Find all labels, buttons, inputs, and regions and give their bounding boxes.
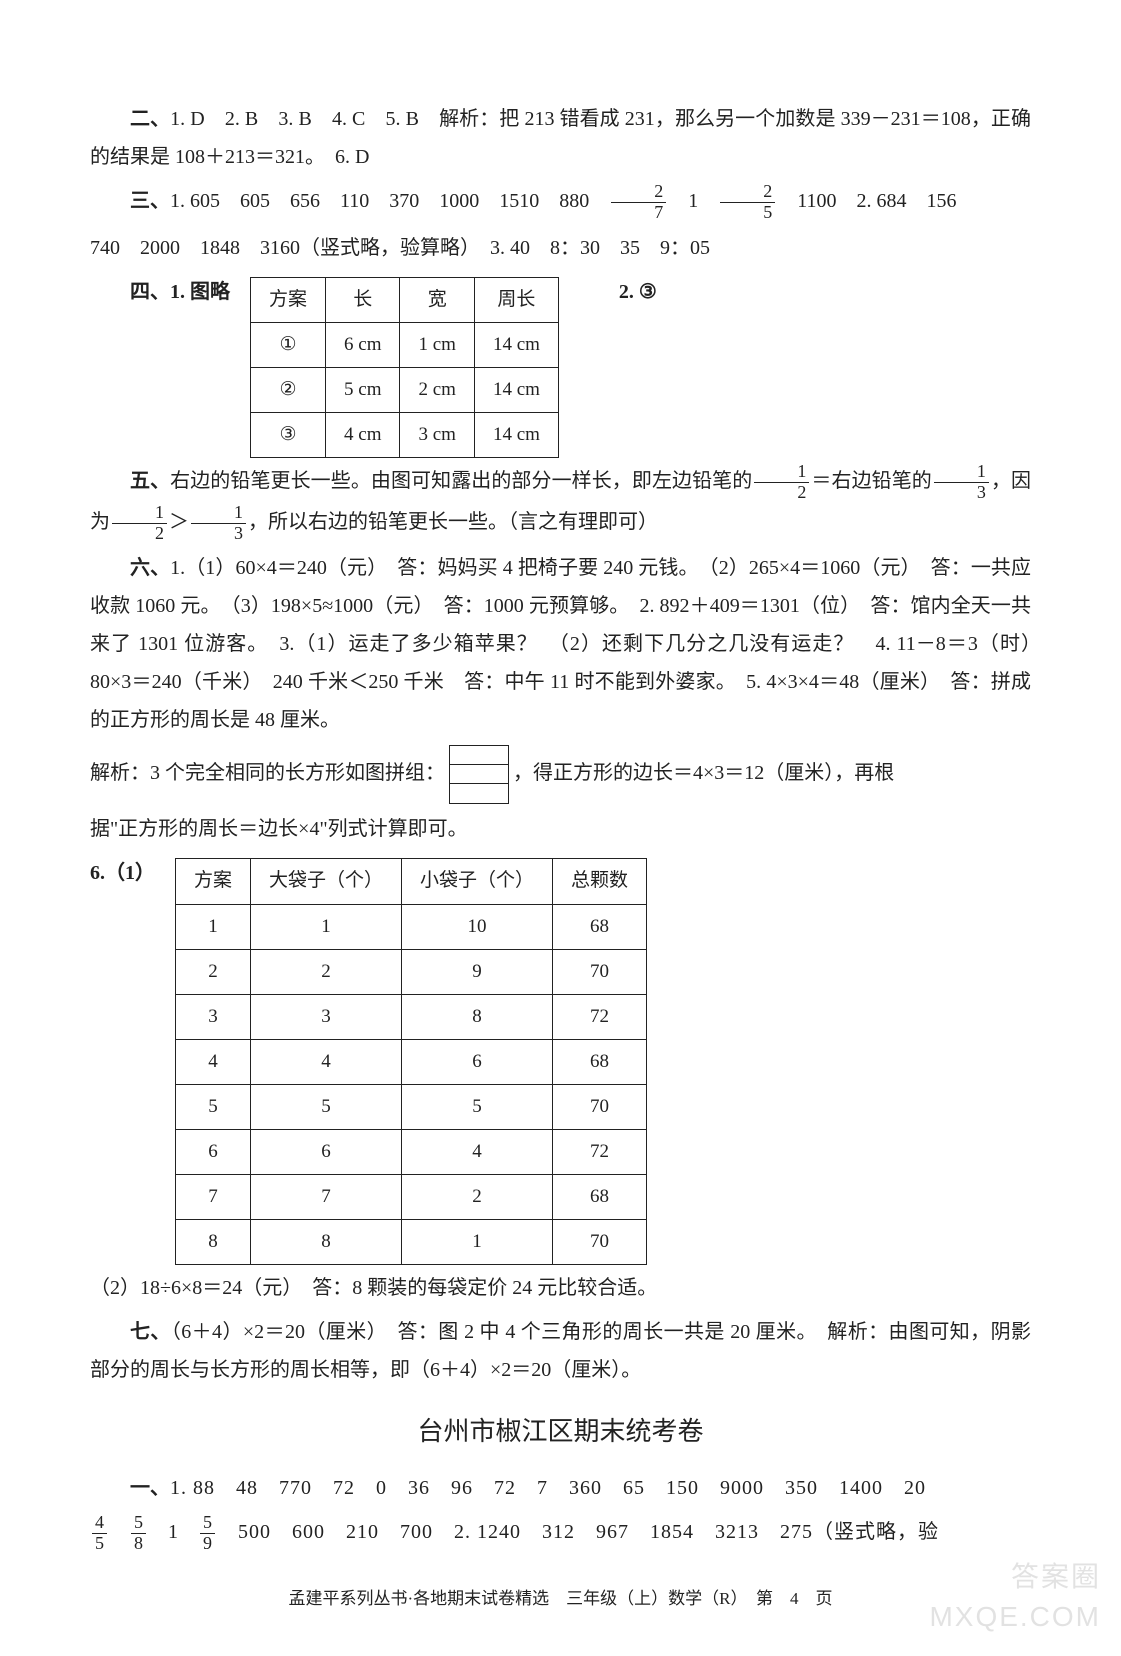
section-3-line1: 三、1. 605 605 656 110 370 1000 1510 880 2…: [90, 182, 1031, 223]
label-6-1: 6.（1）: [90, 854, 155, 892]
th: 方案: [251, 277, 326, 322]
table-row: 33872: [176, 994, 647, 1039]
table-row: ①6 cm1 cm14 cm: [251, 322, 559, 367]
label-6: 六、: [130, 557, 170, 579]
label-5: 五、: [130, 470, 170, 492]
fraction: 59: [200, 1513, 215, 1554]
label-7: 七、: [130, 1321, 171, 1343]
label-2: 二、: [130, 108, 170, 130]
fraction: 27: [611, 182, 666, 223]
fraction: 13: [934, 462, 989, 503]
plan-table: 方案 长 宽 周长 ①6 cm1 cm14 cm ②5 cm2 cm14 cm …: [250, 277, 559, 458]
section-5: 五、右边的铅笔更长一些。由图可知露出的部分一样长，即左边铅笔的12＝右边铅笔的1…: [90, 462, 1031, 543]
bag-table: 方案 大袋子（个） 小袋子（个） 总颗数 111068 22970 33872 …: [175, 858, 647, 1265]
watermark: 答案圈 MXQE.COM: [929, 1557, 1101, 1635]
table-row: 22970: [176, 949, 647, 994]
section-4-tail: 2. ③: [579, 273, 657, 311]
section-2: 二、1. D 2. B 3. B 4. C 5. B 解析：把 213 错看成 …: [90, 100, 1031, 176]
table-row: 77268: [176, 1175, 647, 1220]
th: 周长: [474, 277, 558, 322]
label-4: 四、1. 图略: [90, 273, 230, 311]
section-7: 七、（6＋4）×2＝20（厘米） 答：图 2 中 4 个三角形的周长一共是 20…: [90, 1313, 1031, 1389]
fraction: 12: [754, 462, 809, 503]
section-6-explain-tail: 据"正方形的周长＝边长×4"列式计算即可。: [90, 810, 1031, 848]
table-row: ②5 cm2 cm14 cm: [251, 367, 559, 412]
table-row: ③4 cm3 cm14 cm: [251, 412, 559, 457]
exam-title: 台州市椒江区期末统考卷: [90, 1407, 1031, 1456]
table-header-row: 方案 大袋子（个） 小袋子（个） 总颗数: [176, 859, 647, 904]
exam2-s1-line1: 一、1. 88 48 770 72 0 36 96 72 7 360 65 15…: [90, 1469, 1031, 1507]
table-header-row: 方案 长 宽 周长: [251, 277, 559, 322]
section-6-q6: 6.（1） 方案 大袋子（个） 小袋子（个） 总颗数 111068 22970 …: [90, 854, 1031, 1269]
section-6: 六、1.（1）60×4＝240（元） 答：妈妈买 4 把椅子要 240 元钱。 …: [90, 549, 1031, 739]
label-3: 三、: [130, 190, 170, 212]
table-row: 88170: [176, 1220, 647, 1265]
fraction: 25: [720, 182, 775, 223]
fraction: 12: [112, 503, 167, 544]
th: 宽: [400, 277, 474, 322]
fraction: 13: [191, 503, 246, 544]
section-4: 四、1. 图略 方案 长 宽 周长 ①6 cm1 cm14 cm ②5 cm2 …: [90, 273, 1031, 462]
section-6-q6-2: （2）18÷6×8＝24（元） 答：8 颗装的每袋定价 24 元比较合适。: [90, 1269, 1031, 1307]
label-exam2-1: 一、: [130, 1477, 170, 1499]
section-2-text: 1. D 2. B 3. B 4. C 5. B 解析：把 213 错看成 23…: [90, 108, 1031, 168]
section-3-line2: 740 2000 1848 3160（竖式略，验算略） 3. 40 8：30 3…: [90, 229, 1031, 267]
table-row: 55570: [176, 1084, 647, 1129]
table-row: 44668: [176, 1039, 647, 1084]
exam2-s1-line2: 45 58 1 59 500 600 210 700 2. 1240 312 9…: [90, 1513, 1031, 1554]
table-row: 66472: [176, 1130, 647, 1175]
table-row: 111068: [176, 904, 647, 949]
fraction: 58: [131, 1513, 146, 1554]
fraction: 45: [92, 1513, 107, 1554]
square-diagram: [449, 745, 509, 804]
th: 长: [326, 277, 400, 322]
section-6-explain: 解析：3 个完全相同的长方形如图拼组：，得正方形的边长＝4×3＝12（厘米），再…: [90, 745, 1031, 804]
